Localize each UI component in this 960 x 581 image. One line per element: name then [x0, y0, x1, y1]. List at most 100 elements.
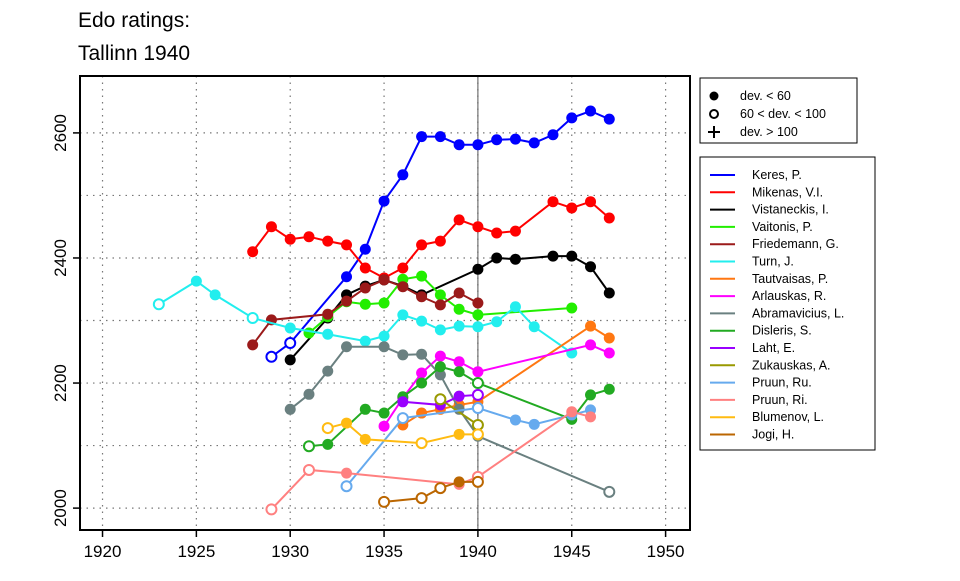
data-point-open — [284, 337, 297, 350]
y-tick-label: 2000 — [51, 489, 70, 527]
data-point — [359, 403, 371, 415]
series-line — [402, 393, 478, 406]
data-point — [453, 287, 465, 299]
data-point — [472, 139, 484, 151]
data-point-open — [434, 482, 447, 495]
data-point — [453, 403, 465, 415]
series-zukauskas-a — [434, 393, 484, 431]
data-point — [491, 134, 503, 146]
chart-title-line-2: Tallinn 1940 — [78, 42, 190, 65]
data-point — [509, 414, 521, 426]
data-point-open — [246, 312, 259, 325]
data-point-open — [340, 480, 353, 493]
chart-title-line-1: Edo ratings: — [78, 9, 190, 32]
data-point — [566, 406, 578, 418]
data-point — [491, 316, 503, 328]
data-point-open — [378, 495, 391, 508]
data-point — [453, 428, 465, 440]
data-point — [359, 433, 371, 445]
series-blumenov-l — [321, 417, 484, 450]
data-point — [603, 113, 615, 125]
data-point — [585, 339, 597, 351]
data-point — [472, 309, 484, 321]
y-tick-label: 2200 — [51, 364, 70, 402]
series-legend: Keres, P. Mikenas, V.I. Vistaneckis, I. Vai… — [699, 156, 876, 451]
data-point — [585, 196, 597, 208]
data-point — [547, 250, 559, 262]
data-point — [566, 302, 578, 314]
data-point — [397, 396, 409, 408]
data-point — [585, 320, 597, 332]
data-point — [378, 195, 390, 207]
x-tick-label: 1950 — [647, 542, 685, 561]
data-point — [341, 239, 353, 251]
x-tick-label: 1945 — [553, 542, 591, 561]
data-point — [303, 231, 315, 243]
data-point — [509, 133, 521, 145]
data-point — [472, 321, 484, 333]
data-point-open — [471, 475, 484, 488]
legend-label: Zukauskas, A. — [752, 358, 831, 372]
series-mikenas-v-i — [247, 196, 615, 284]
data-point-open — [415, 437, 428, 450]
legend-label: Abramavicius, L. — [752, 306, 844, 320]
data-point — [453, 139, 465, 151]
filled-circle-icon — [709, 91, 719, 101]
x-tick-label: 1925 — [177, 542, 215, 561]
data-point — [265, 221, 277, 233]
data-point — [397, 281, 409, 293]
data-point — [547, 129, 559, 141]
data-point — [416, 291, 428, 303]
data-point-open — [471, 428, 484, 441]
marker-legend-label: dev. < 60 — [740, 89, 791, 103]
grid — [80, 76, 690, 530]
marker-legend-box — [699, 77, 858, 144]
data-point — [341, 341, 353, 353]
data-point — [247, 246, 259, 258]
series-keres-p — [265, 105, 615, 363]
data-point — [566, 250, 578, 262]
data-point — [416, 270, 428, 282]
data-point — [472, 297, 484, 309]
axes: 1920 1925 1930 1935 1940 1945 1950 2000 2200 2400… — [51, 114, 685, 561]
data-point — [434, 369, 446, 381]
x-tick-label: 1920 — [84, 542, 122, 561]
data-point — [434, 289, 446, 301]
data-point — [341, 467, 353, 479]
data-point — [378, 297, 390, 309]
series-abramavicius-l — [284, 341, 616, 498]
data-point — [528, 321, 540, 333]
data-point-open — [434, 393, 447, 406]
series-line — [270, 109, 610, 358]
data-point-open — [603, 485, 616, 498]
data-point — [603, 287, 615, 299]
data-point — [303, 327, 315, 339]
legend-label: Turn, J. — [752, 255, 794, 269]
series-friedemann-g — [247, 274, 484, 351]
marker-legend: dev. < 60 60 < dev. < 100 dev. > 100 — [699, 77, 858, 144]
series-legend-box — [699, 156, 876, 451]
data-point — [397, 262, 409, 274]
data-point — [378, 330, 390, 342]
data-point — [397, 169, 409, 181]
data-point — [341, 271, 353, 283]
legend-label: Friedemann, G. — [752, 237, 839, 251]
y-tick-label: 2400 — [51, 239, 70, 277]
data-point — [359, 298, 371, 310]
data-point — [284, 233, 296, 245]
data-point — [453, 303, 465, 315]
marker-legend-label: dev. > 100 — [740, 125, 798, 139]
data-point — [453, 390, 465, 402]
data-point — [416, 367, 428, 379]
data-point — [453, 366, 465, 378]
legend-label: Vaitonis, P. — [752, 220, 813, 234]
data-point — [322, 438, 334, 450]
data-point — [472, 221, 484, 233]
data-point — [397, 349, 409, 361]
data-point-open — [396, 412, 409, 425]
data-point — [453, 476, 465, 488]
legend-label: Jogi, H. — [752, 428, 794, 442]
data-point-open — [265, 503, 278, 516]
plot-frame — [79, 75, 691, 531]
data-point — [416, 131, 428, 143]
